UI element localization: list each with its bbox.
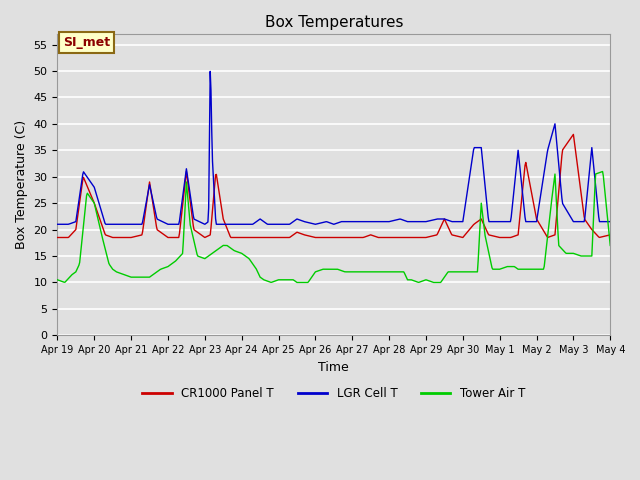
Legend: CR1000 Panel T, LGR Cell T, Tower Air T: CR1000 Panel T, LGR Cell T, Tower Air T xyxy=(138,382,530,405)
X-axis label: Time: Time xyxy=(319,360,349,373)
Title: Box Temperatures: Box Temperatures xyxy=(264,15,403,30)
Y-axis label: Box Temperature (C): Box Temperature (C) xyxy=(15,120,28,249)
Text: SI_met: SI_met xyxy=(63,36,110,49)
